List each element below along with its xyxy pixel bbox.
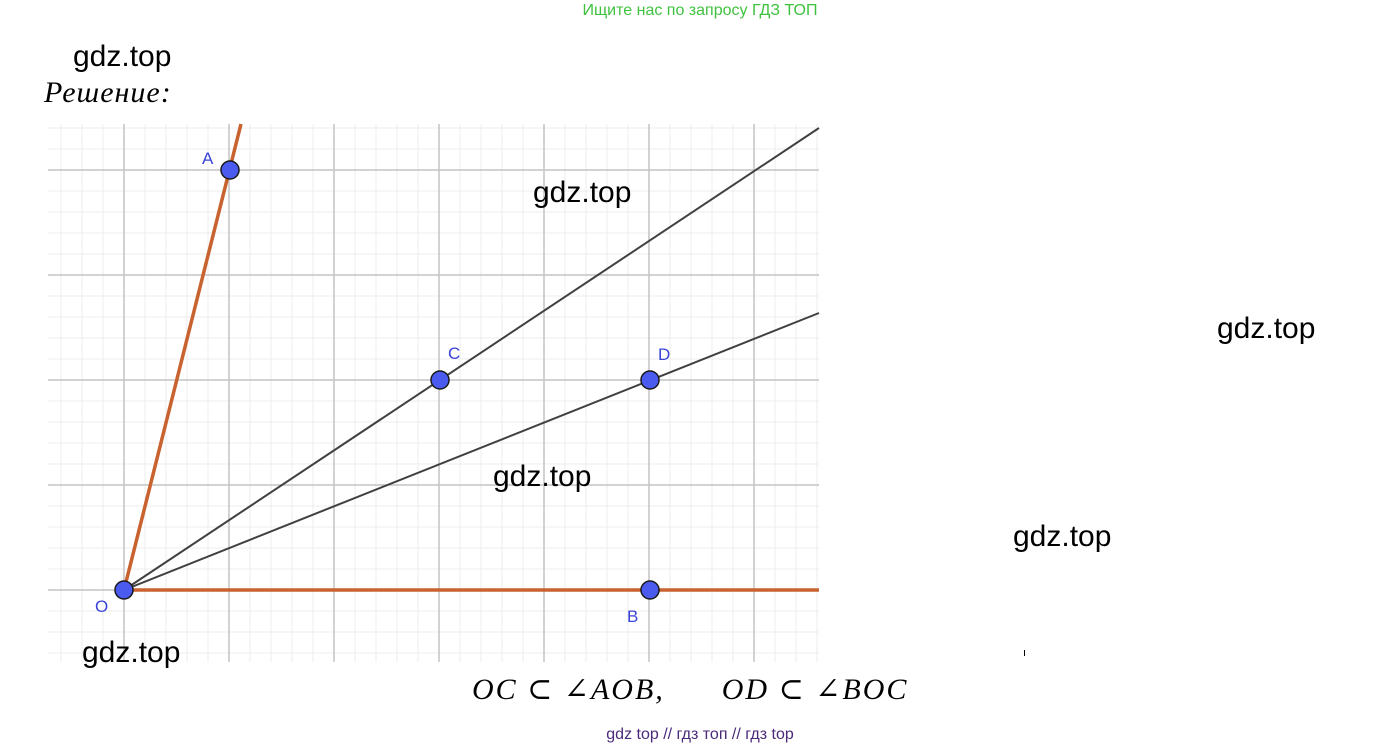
- solution-label: Решение:: [44, 76, 172, 109]
- watermark: gdz.top: [82, 636, 181, 669]
- ray-OA: [122, 123, 243, 591]
- label-B: B: [627, 607, 638, 626]
- watermark: gdz.top: [493, 460, 592, 493]
- formula-gap: [665, 673, 722, 706]
- points: [114, 160, 660, 600]
- watermark: gdz.top: [73, 40, 172, 73]
- watermark: gdz.top: [1217, 312, 1316, 345]
- footer-links[interactable]: gdz top // гдз топ // гдз top: [606, 726, 794, 743]
- watermark: gdz.top: [1013, 520, 1112, 553]
- point-C[interactable]: [430, 370, 450, 390]
- watermark: gdz.top: [533, 176, 632, 209]
- formula: OC ⊂ ∠AOB, OD ⊂ ∠BOC: [472, 672, 908, 707]
- label-D: D: [658, 345, 670, 364]
- formula-part-1: OC ⊂ ∠AOB,: [472, 673, 665, 706]
- ray-OD: [123, 312, 820, 591]
- rays: [122, 123, 820, 592]
- point-A[interactable]: [220, 160, 240, 180]
- top-banner[interactable]: Ищите нас по запросу ГДЗ ТОП: [582, 2, 818, 19]
- point-labels: O A B C D: [95, 149, 670, 626]
- label-O: O: [95, 597, 108, 616]
- label-C: C: [448, 344, 460, 363]
- label-A: A: [202, 149, 214, 168]
- point-B[interactable]: [640, 580, 660, 600]
- point-O[interactable]: [114, 580, 134, 600]
- ray-OC: [123, 127, 820, 591]
- point-D[interactable]: [640, 370, 660, 390]
- formula-part-2: OD ⊂ ∠BOC: [721, 673, 909, 706]
- stray-mark: [1024, 650, 1025, 656]
